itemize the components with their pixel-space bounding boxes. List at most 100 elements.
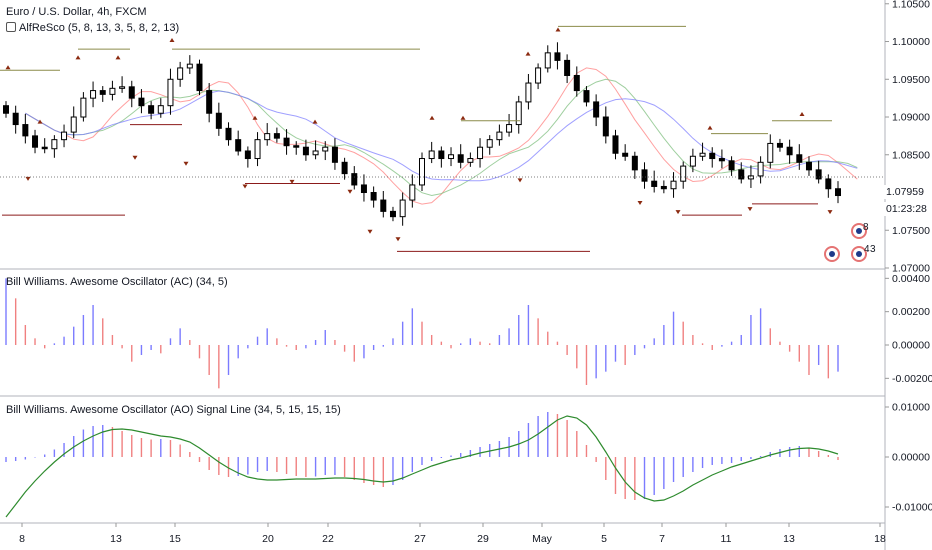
fractal-down-marker [395,237,401,242]
candle-body [312,150,319,156]
candle-body [351,173,358,186]
candle-body [835,188,841,197]
fractal-up-marker [555,27,561,32]
candle-body [486,139,493,148]
candle-body [622,152,629,157]
candle-body [80,97,87,118]
candle-body [670,180,677,190]
candle-body [186,63,193,69]
candle-body [738,169,745,180]
time-axis-label: May [532,533,553,545]
candle-body [535,67,542,84]
moving-average-line [25,78,858,197]
fractal-up-marker [799,112,805,117]
candle-body [235,139,242,152]
price-axis-label: 1.09000 [892,112,930,124]
eye-icon[interactable] [6,22,16,32]
ao-axis-label: 0.00000 [892,452,930,464]
time-axis-label: 5 [601,533,607,545]
event-count: 4 [864,244,870,255]
candle-body [148,105,155,114]
candle-body [651,180,658,187]
fractal-down-marker [289,179,295,184]
candle-body [438,150,445,160]
us-flag-icon[interactable] [824,246,840,262]
main-legend-title: Euro / U.S. Dollar, 4h, FXCM [6,6,147,18]
time-axis-label: 15 [169,533,181,545]
time-axis-label: 8 [19,533,25,545]
fractal-up-marker [5,65,11,70]
fractal-down-marker [183,161,189,166]
candle-body [12,112,19,126]
event-count: 3 [870,244,876,255]
candle-body [370,192,377,201]
event-count: 8 [863,222,869,233]
candle-body [515,101,522,126]
candle-body [90,90,97,99]
candle-body [467,158,474,163]
candle-body [747,175,754,180]
moving-average-line [25,90,858,182]
fractal-up-marker [707,125,713,130]
fractal-down-marker [827,210,833,215]
ac-legend: Bill Williams. Awesome Oscillator (AC) (… [6,276,228,288]
candle-body [264,133,271,141]
time-axis-label: 13 [783,533,795,545]
fractal-up-marker [75,55,81,60]
candle-body [322,146,329,152]
candle-body [660,185,667,190]
ao-oscillator-pane[interactable] [5,412,839,518]
candle-body [448,154,455,160]
candle-body [602,116,609,137]
candle-body [718,158,725,162]
event-flag-icon[interactable] [851,223,867,239]
candle-body [22,124,29,137]
candle-body [254,139,261,160]
candle-body [419,158,425,186]
price-axis-label: 1.07000 [892,263,930,275]
indicator-label: AlfReSco (5, 8, 13, 3, 5, 8, 2, 13) [19,22,180,34]
price-axis-label: 1.08500 [892,149,930,161]
candle-body [3,105,9,114]
candle-body [680,165,687,182]
price-pane[interactable] [0,25,885,252]
candle-body [506,124,513,133]
eu-flag-icon[interactable] [851,246,867,262]
fractal-up-marker [115,55,121,60]
fractal-down-marker [347,189,353,194]
candle-body [389,210,396,218]
candle-body [815,169,822,180]
fractal-up-marker [429,115,435,120]
fractal-down-marker [675,210,681,215]
candle-body [215,112,222,129]
candle-body [496,131,503,141]
candle-body [525,82,532,103]
candle-body [631,155,638,171]
moving-average-line [25,67,858,205]
candle-body [612,135,619,154]
fractal-down-marker [25,176,31,181]
candle-body [206,90,213,114]
candle-body [283,137,290,147]
candle-body [428,150,435,160]
candle-body [709,152,716,160]
candle-body [757,161,764,177]
candle-body [109,87,116,95]
fractal-down-marker [637,201,643,206]
candle-body [61,131,68,141]
candle-body [641,169,648,182]
candle-body [293,145,300,148]
fractal-up-marker [252,115,258,120]
candle-body [70,116,77,133]
candle-body [409,184,416,201]
candle-body [225,127,232,141]
candle-body [767,142,774,163]
main-legend-indicator[interactable]: AlfReSco (5, 8, 13, 3, 5, 8, 2, 13) [6,22,179,34]
time-axis-label: 11 [721,533,732,545]
candle-body [119,86,126,89]
candle-body [360,184,367,194]
candle-body [554,52,561,61]
fractal-down-marker [517,178,523,183]
ac-oscillator-pane[interactable] [5,278,839,389]
